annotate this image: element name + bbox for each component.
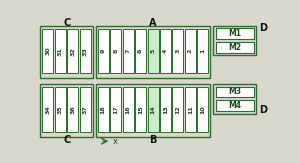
Bar bbox=[185, 29, 196, 74]
Text: x: x bbox=[113, 137, 118, 146]
Text: B: B bbox=[149, 135, 157, 145]
Text: 15: 15 bbox=[138, 105, 143, 114]
Text: 17: 17 bbox=[113, 105, 118, 114]
Text: M3: M3 bbox=[228, 87, 241, 96]
Text: 4: 4 bbox=[163, 49, 168, 53]
Text: 35: 35 bbox=[58, 105, 63, 114]
Text: M1: M1 bbox=[228, 29, 241, 38]
Bar bbox=[96, 26, 210, 78]
Bar bbox=[110, 29, 121, 74]
Text: 5: 5 bbox=[151, 49, 156, 53]
Text: C: C bbox=[63, 135, 70, 145]
Bar bbox=[68, 87, 78, 132]
Text: 34: 34 bbox=[46, 105, 50, 114]
Bar bbox=[98, 29, 109, 74]
Bar bbox=[135, 29, 146, 74]
Text: 3: 3 bbox=[176, 49, 181, 53]
Bar bbox=[68, 29, 78, 74]
Bar bbox=[40, 84, 93, 137]
Bar bbox=[135, 87, 146, 132]
Text: 2: 2 bbox=[188, 49, 193, 53]
Bar bbox=[43, 87, 53, 132]
Text: 36: 36 bbox=[70, 105, 75, 114]
Bar bbox=[160, 87, 171, 132]
Bar bbox=[96, 84, 210, 137]
Text: C: C bbox=[63, 18, 70, 28]
Text: 30: 30 bbox=[46, 47, 50, 55]
Bar bbox=[185, 87, 196, 132]
Bar bbox=[216, 28, 254, 39]
Bar bbox=[172, 29, 183, 74]
Bar bbox=[55, 87, 66, 132]
Bar bbox=[123, 87, 134, 132]
Bar bbox=[123, 29, 134, 74]
Text: 31: 31 bbox=[58, 47, 63, 56]
Bar bbox=[148, 29, 158, 74]
Text: D: D bbox=[259, 23, 267, 33]
Bar bbox=[80, 87, 91, 132]
Text: 6: 6 bbox=[138, 49, 143, 53]
Bar bbox=[160, 29, 171, 74]
Text: 9: 9 bbox=[101, 49, 106, 53]
Bar bbox=[55, 29, 66, 74]
Text: 33: 33 bbox=[83, 47, 88, 56]
Bar bbox=[197, 87, 208, 132]
Text: 32: 32 bbox=[70, 47, 75, 56]
Text: 1: 1 bbox=[200, 49, 206, 53]
Bar bbox=[216, 100, 254, 111]
Bar bbox=[213, 84, 256, 113]
Bar bbox=[197, 29, 208, 74]
Text: 11: 11 bbox=[188, 105, 193, 114]
Bar bbox=[172, 87, 183, 132]
Bar bbox=[98, 87, 109, 132]
Bar bbox=[213, 26, 256, 55]
Text: 18: 18 bbox=[101, 105, 106, 114]
Bar bbox=[110, 87, 121, 132]
Text: 10: 10 bbox=[200, 105, 206, 114]
Text: A: A bbox=[149, 18, 157, 28]
Bar bbox=[40, 26, 93, 78]
Bar bbox=[80, 29, 91, 74]
Text: 13: 13 bbox=[163, 105, 168, 114]
Text: M4: M4 bbox=[228, 101, 241, 110]
Bar bbox=[216, 42, 254, 53]
Text: M2: M2 bbox=[228, 43, 241, 52]
Text: 37: 37 bbox=[83, 105, 88, 114]
Text: D: D bbox=[259, 105, 267, 115]
Text: 12: 12 bbox=[176, 105, 181, 114]
Text: 16: 16 bbox=[126, 105, 131, 114]
Bar bbox=[148, 87, 158, 132]
Text: 7: 7 bbox=[126, 49, 131, 53]
Text: 14: 14 bbox=[151, 105, 156, 114]
Bar bbox=[216, 87, 254, 97]
Bar bbox=[43, 29, 53, 74]
Text: 8: 8 bbox=[113, 49, 118, 53]
